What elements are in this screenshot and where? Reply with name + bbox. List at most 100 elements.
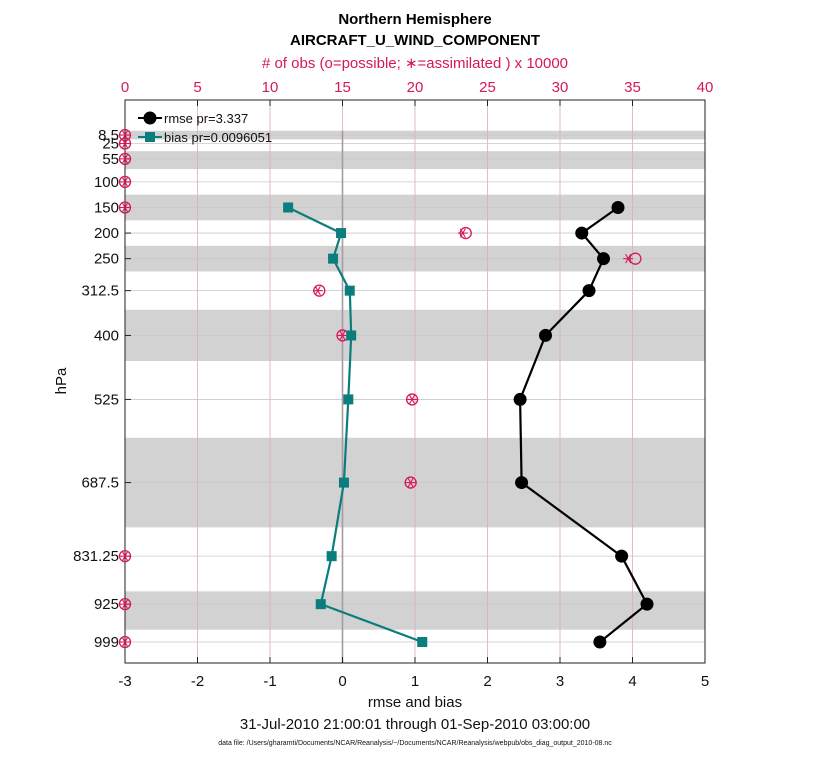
x-axis-label: rmse and bias — [368, 694, 462, 711]
y-tick-label-11: 831.25 — [73, 548, 119, 565]
bottom-tick-label-3: 0 — [338, 673, 346, 690]
top-tick-label-6: 30 — [552, 79, 569, 96]
bias-point-4 — [346, 330, 357, 341]
top-tick-label-3: 15 — [334, 79, 351, 96]
obs-possible-marker-0 — [118, 128, 132, 142]
date-range: 31-Jul-2010 21:00:01 through 01-Sep-2010… — [240, 716, 590, 733]
obs-assimilated-marker-1 — [120, 138, 130, 149]
rmse-point-2 — [597, 252, 610, 266]
rmse-point-5 — [513, 392, 527, 406]
y-tick-label-10: 687.5 — [81, 475, 119, 492]
obs-possible-marker-10 — [404, 476, 417, 489]
bottom-tick-label-2: -1 — [263, 673, 276, 690]
bias-point-0 — [283, 202, 294, 213]
obs-asterisk-stroke-8-2 — [339, 330, 346, 341]
obs-asterisk-stroke-10-2 — [407, 477, 414, 488]
bottom-tick-label-6: 3 — [556, 673, 564, 690]
obs-asterisk-stroke-9-2 — [409, 394, 416, 405]
rmse-point-7 — [615, 549, 629, 563]
y-tick-label-4: 150 — [94, 199, 119, 216]
obs-assimilated-marker-6 — [623, 254, 634, 264]
rmse-point-6 — [515, 476, 529, 490]
rmse-point-0 — [611, 200, 625, 214]
bias-line — [287, 206, 423, 644]
legend-bias-marker — [145, 132, 155, 142]
obs-assimilated-marker-5 — [457, 228, 468, 238]
top-tick-label-2: 10 — [262, 79, 279, 96]
obs-assimilated-marker-11 — [120, 551, 130, 561]
obs-asterisk-stroke-2-2 — [122, 154, 128, 164]
obs-asterisk-stroke-11-2 — [122, 551, 128, 561]
bottom-tick-label-4: 1 — [411, 673, 419, 690]
top-tick-label-5: 25 — [479, 79, 496, 96]
chart-title: Northern Hemisphere — [338, 11, 491, 28]
y-tick-label-9: 525 — [94, 391, 119, 408]
obs-markers — [118, 128, 642, 649]
bottom-tick-label-8: 5 — [701, 673, 709, 690]
y-tick-label-3: 100 — [94, 174, 119, 191]
bottom-tick-label-7: 4 — [628, 673, 636, 690]
obs-possible-marker-3 — [118, 175, 132, 189]
chart-subtitle: AIRCRAFT_U_WIND_COMPONENT — [290, 32, 540, 49]
obs-asterisk-stroke-12-2 — [122, 599, 128, 609]
bias-point-8 — [315, 599, 326, 610]
obs-asterisk-stroke-5-2 — [459, 228, 466, 238]
bias-point-5 — [343, 394, 354, 405]
obs-possible-marker-11 — [118, 550, 132, 563]
y-tick-label-7: 312.5 — [81, 283, 119, 300]
y-tick-label-1: 25 — [102, 136, 119, 153]
bottom-tick-label-5: 2 — [483, 673, 491, 690]
obs-assimilated-marker-10 — [405, 477, 416, 488]
obs-possible-marker-2 — [118, 152, 132, 166]
obs-assimilated-marker-9 — [407, 394, 418, 405]
top-tick-label-8: 40 — [697, 79, 714, 96]
obs-possible-marker-12 — [118, 597, 132, 611]
obs-assimilated-marker-12 — [120, 599, 130, 609]
y-tick-label-2: 55 — [102, 151, 119, 168]
bottom-tick-label-0: -3 — [118, 673, 131, 690]
obs-assimilated-marker-7 — [312, 286, 323, 296]
top-tick-label-0: 0 — [121, 79, 129, 96]
top-axis-label: # of obs (o=possible; ∗=assimilated ) x … — [262, 55, 568, 72]
data-file-footnote: data file: /Users/gharamti/Documents/NCA… — [218, 740, 612, 747]
obs-possible-marker-4 — [118, 201, 132, 214]
series-lines — [283, 200, 654, 649]
bottom-tick-label-1: -2 — [191, 673, 204, 690]
top-tick-label-4: 20 — [407, 79, 424, 96]
obs-possible-marker-13 — [118, 635, 132, 649]
obs-assimilated-marker-3 — [120, 177, 130, 187]
obs-assimilated-marker-2 — [120, 154, 130, 164]
obs-asterisk-stroke-1-2 — [122, 138, 128, 149]
obs-assimilated-marker-4 — [120, 202, 130, 213]
obs-asterisk-stroke-6-2 — [625, 254, 632, 264]
bias-point-3 — [344, 285, 355, 296]
y-tick-label-0: 8.5 — [98, 127, 119, 144]
rmse-point-1 — [575, 226, 589, 240]
y-tick-label-12: 925 — [94, 596, 119, 613]
obs-asterisk-stroke-3-2 — [122, 177, 128, 187]
legend-rmse-marker — [143, 111, 157, 125]
bias-point-2 — [328, 253, 339, 264]
y-tick-label-6: 250 — [94, 251, 119, 268]
rmse-line — [518, 206, 649, 643]
obs-possible-marker-9 — [405, 393, 419, 406]
top-axis: 0 5 10 15 20 25 30 35 40 — [121, 79, 714, 106]
y-tick-label-5: 200 — [94, 225, 119, 242]
rmse-point-4 — [539, 328, 552, 342]
rmse-point-8 — [640, 597, 654, 611]
legend: rmse pr=3.337 bias pr=0.0096051 — [138, 111, 272, 145]
rmse-point-9 — [593, 635, 607, 649]
bias-point-1 — [336, 228, 347, 239]
bottom-axis: -3 -2 -1 0 1 2 3 4 5 — [118, 657, 709, 690]
obs-asterisk-stroke-7-2 — [314, 286, 321, 296]
top-tick-label-1: 5 — [193, 79, 201, 96]
horizontal-gridlines — [125, 134, 705, 643]
obs-possible-marker-1 — [118, 137, 132, 150]
legend-bias-label: bias pr=0.0096051 — [164, 130, 272, 145]
y-axis-label: hPa — [53, 367, 70, 394]
bias-point-9 — [417, 637, 428, 648]
obs-assimilated-marker-8 — [337, 330, 348, 341]
obs-asterisk-stroke-4-2 — [122, 202, 128, 213]
obs-assimilated-marker-13 — [120, 637, 130, 647]
